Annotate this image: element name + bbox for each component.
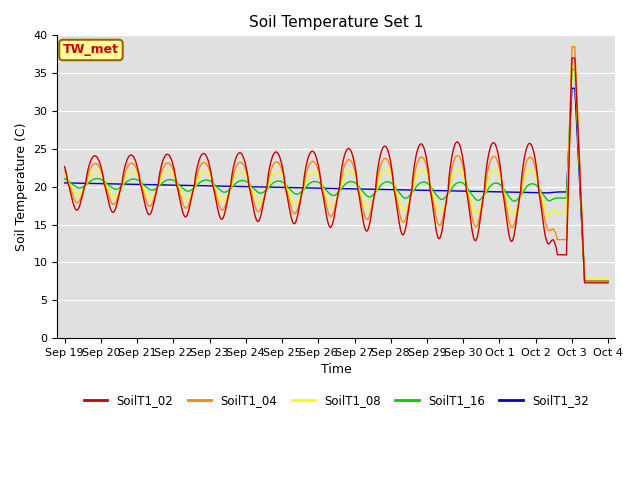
Title: Soil Temperature Set 1: Soil Temperature Set 1 [249,15,424,30]
Y-axis label: Soil Temperature (C): Soil Temperature (C) [15,122,28,251]
Text: TW_met: TW_met [63,44,119,57]
Legend: SoilT1_02, SoilT1_04, SoilT1_08, SoilT1_16, SoilT1_32: SoilT1_02, SoilT1_04, SoilT1_08, SoilT1_… [79,389,594,412]
X-axis label: Time: Time [321,363,352,376]
